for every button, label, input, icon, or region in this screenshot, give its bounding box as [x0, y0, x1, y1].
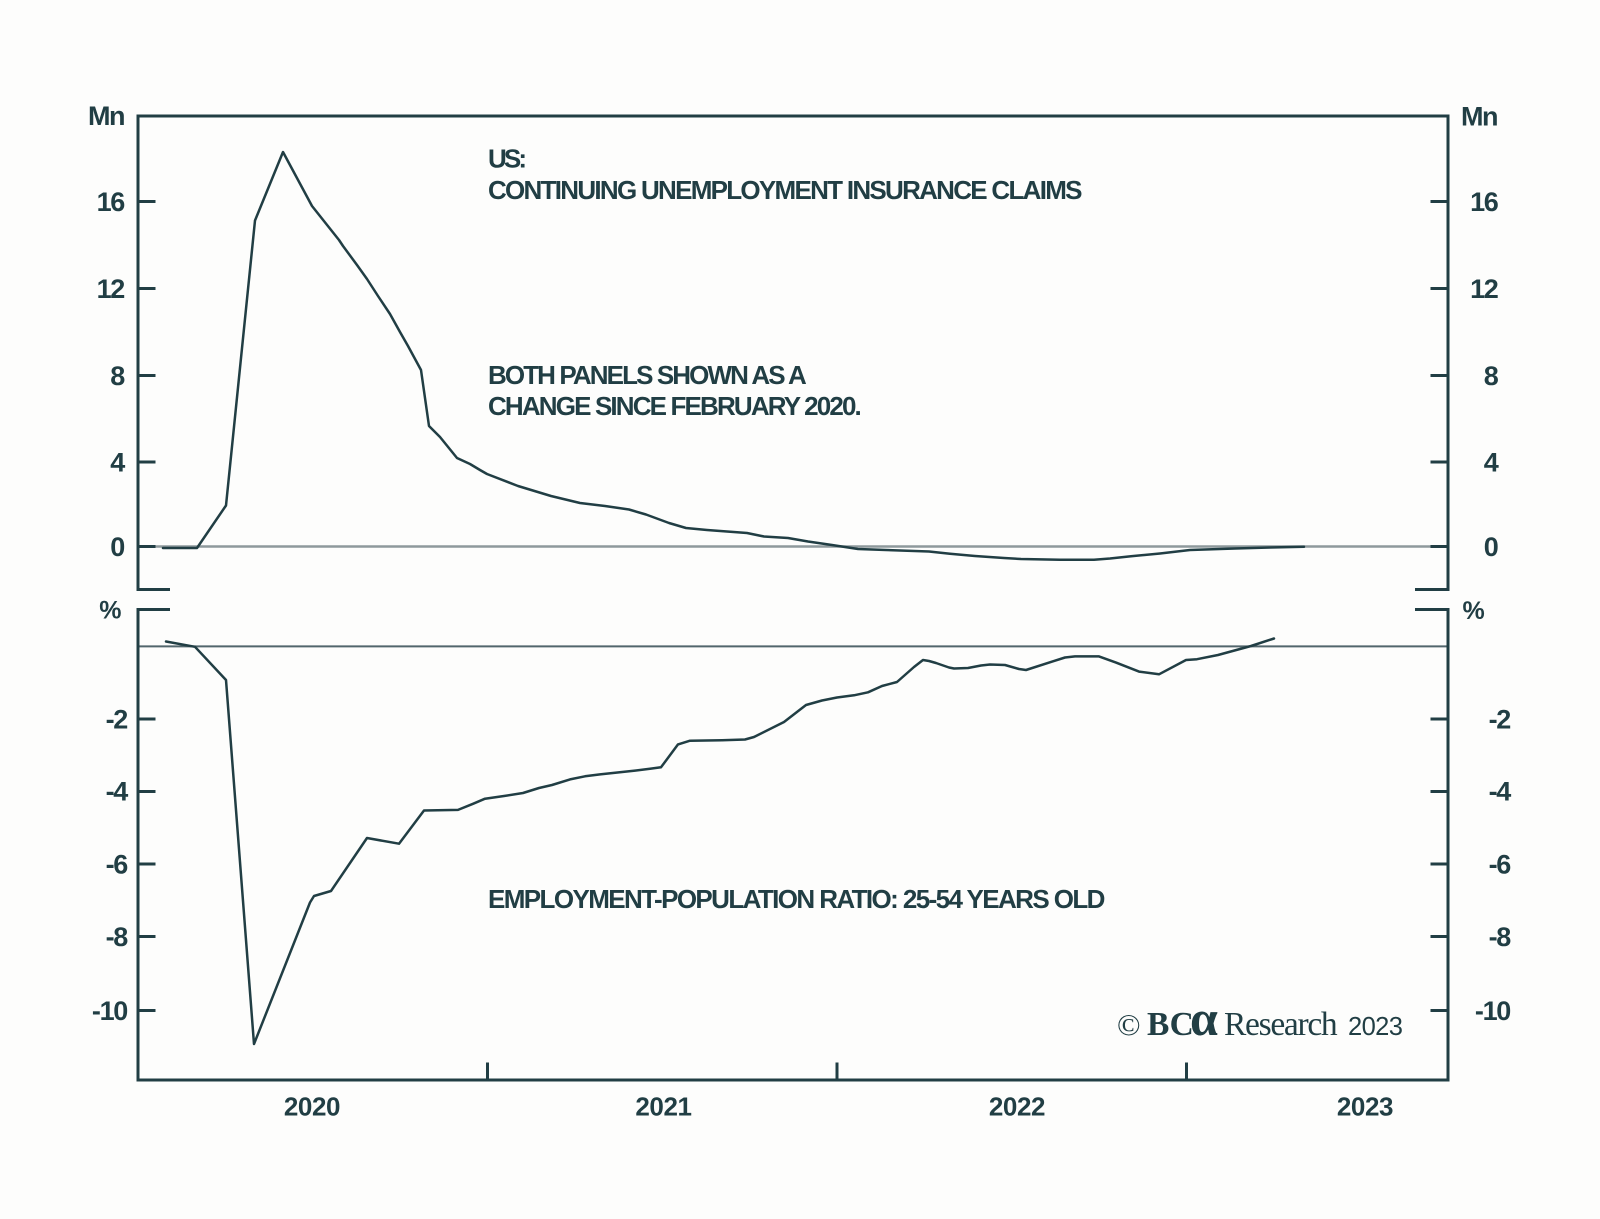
svg-text:US:: US: [488, 144, 525, 174]
svg-text:-4: -4 [106, 776, 129, 806]
svg-text:EMPLOYMENT-POPULATION RATIO: 2: EMPLOYMENT-POPULATION RATIO: 25-54 YEARS… [488, 884, 1105, 914]
svg-text:Mn: Mn [88, 101, 124, 131]
svg-text:%: % [99, 597, 121, 625]
svg-text:Mn: Mn [1461, 102, 1497, 132]
svg-text:Research: Research [1224, 1006, 1338, 1043]
svg-text:4: 4 [110, 448, 125, 478]
svg-text:-8: -8 [1489, 922, 1512, 952]
svg-text:2023: 2023 [1348, 1013, 1403, 1041]
svg-text:8: 8 [1484, 361, 1499, 391]
svg-text:4: 4 [1484, 448, 1499, 478]
svg-text:12: 12 [97, 274, 125, 304]
svg-text:©: © [1117, 1007, 1141, 1042]
svg-text:2020: 2020 [284, 1092, 340, 1122]
svg-text:CHANGE SINCE FEBRUARY 2020.: CHANGE SINCE FEBRUARY 2020. [488, 391, 861, 421]
svg-text:16: 16 [1470, 187, 1499, 217]
svg-text:%: % [1463, 597, 1485, 625]
svg-text:0: 0 [110, 532, 124, 562]
svg-text:2022: 2022 [989, 1092, 1045, 1122]
svg-text:α: α [1190, 990, 1218, 1046]
svg-text:-8: -8 [106, 922, 129, 952]
svg-text:BOTH PANELS SHOWN AS A: BOTH PANELS SHOWN AS A [488, 360, 807, 390]
svg-text:CONTINUING UNEMPLOYMENT INSURA: CONTINUING UNEMPLOYMENT INSURANCE CLAIMS [488, 175, 1082, 205]
svg-text:-10: -10 [1475, 996, 1510, 1026]
svg-text:0: 0 [1484, 532, 1498, 562]
svg-text:-2: -2 [1489, 704, 1511, 734]
svg-text:2021: 2021 [635, 1092, 691, 1122]
svg-text:16: 16 [97, 187, 126, 217]
svg-text:-2: -2 [106, 704, 128, 734]
svg-text:-10: -10 [92, 996, 127, 1026]
svg-text:8: 8 [110, 361, 125, 391]
svg-text:-6: -6 [106, 849, 129, 879]
svg-text:BC: BC [1147, 1006, 1194, 1043]
svg-text:2023: 2023 [1337, 1092, 1393, 1122]
svg-text:-6: -6 [1489, 849, 1512, 879]
svg-text:-4: -4 [1489, 776, 1512, 806]
svg-text:12: 12 [1470, 274, 1498, 304]
